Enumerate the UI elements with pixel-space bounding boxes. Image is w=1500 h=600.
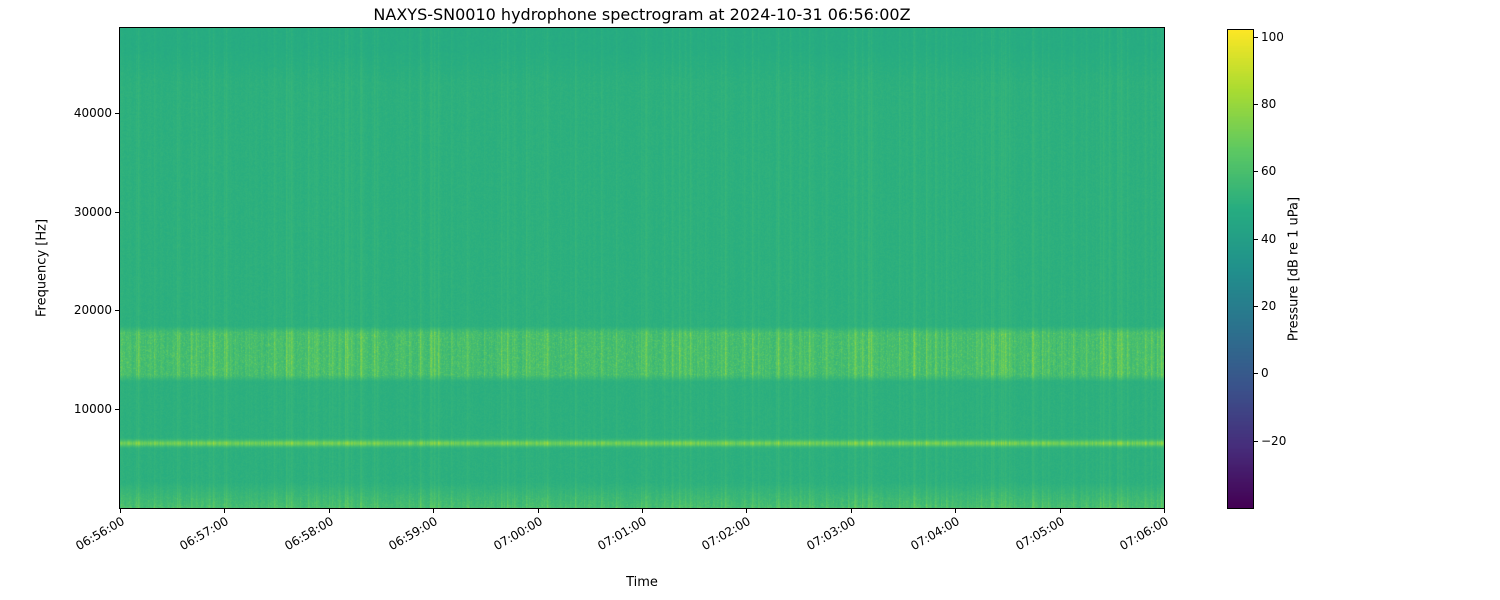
- x-tick-mark: [224, 509, 226, 513]
- colorbar-tick-mark: [1254, 440, 1258, 442]
- colorbar-tick-mark: [1254, 36, 1258, 38]
- x-tick-mark: [642, 509, 643, 513]
- colorbar-tick-label: 20: [1261, 299, 1277, 314]
- x-tick-label: 07:03:00: [804, 514, 858, 554]
- y-tick-label: 40000: [73, 105, 112, 120]
- plot-area: [120, 28, 1164, 508]
- colorbar-tick-label: −20: [1261, 433, 1287, 448]
- y-axis-label: Frequency [Hz]: [34, 218, 50, 318]
- colorbar: [1228, 30, 1253, 508]
- spectrogram-image: [120, 28, 1164, 508]
- colorbar-tick-mark: [1254, 238, 1258, 240]
- y-tick-mark: [115, 211, 119, 213]
- colorbar-tick-mark: [1254, 373, 1258, 375]
- x-tick-mark: [1164, 509, 1165, 513]
- x-axis-label: Time: [626, 575, 658, 590]
- x-tick-mark: [433, 509, 435, 513]
- x-tick-mark: [955, 509, 957, 513]
- y-tick-label: 10000: [73, 402, 112, 417]
- x-tick-mark: [120, 509, 121, 513]
- y-tick-mark: [115, 409, 119, 411]
- x-tick-label: 07:05:00: [1012, 514, 1067, 554]
- colorbar-tick-mark: [1254, 104, 1258, 106]
- colorbar-tick-label: 60: [1261, 164, 1277, 179]
- x-tick-label: 06:57:00: [177, 514, 232, 554]
- x-tick-label: 06:56:00: [73, 514, 127, 554]
- x-tick-label: 07:04:00: [908, 514, 963, 554]
- y-tick-mark: [115, 310, 119, 312]
- x-tick-mark: [328, 509, 330, 513]
- y-tick-label: 20000: [73, 303, 112, 318]
- colorbar-tick-mark: [1254, 306, 1258, 308]
- colorbar-gradient: [1228, 30, 1253, 508]
- chart-title: NAXYS-SN0010 hydrophone spectrogram at 2…: [373, 5, 911, 24]
- colorbar-label: Pressure [dB re 1 uPa]: [1286, 196, 1302, 342]
- x-tick-mark: [537, 509, 539, 513]
- x-tick-label: 07:01:00: [595, 514, 649, 554]
- colorbar-tick-label: 100: [1261, 29, 1284, 44]
- colorbar-tick-mark: [1254, 171, 1258, 173]
- x-tick-mark: [1059, 509, 1061, 513]
- x-tick-label: 07:02:00: [699, 514, 754, 554]
- x-tick-label: 07:00:00: [490, 514, 545, 554]
- x-tick-label: 06:58:00: [282, 514, 336, 554]
- colorbar-tick-label: 40: [1261, 231, 1277, 246]
- x-tick-mark: [850, 509, 852, 513]
- x-tick-label: 06:59:00: [386, 514, 441, 554]
- colorbar-tick-label: 0: [1261, 366, 1269, 381]
- x-tick-label: 07:06:00: [1117, 514, 1171, 554]
- y-tick-label: 30000: [73, 204, 112, 219]
- x-tick-mark: [746, 509, 748, 513]
- y-tick-mark: [115, 112, 119, 114]
- colorbar-tick-label: 80: [1261, 97, 1277, 112]
